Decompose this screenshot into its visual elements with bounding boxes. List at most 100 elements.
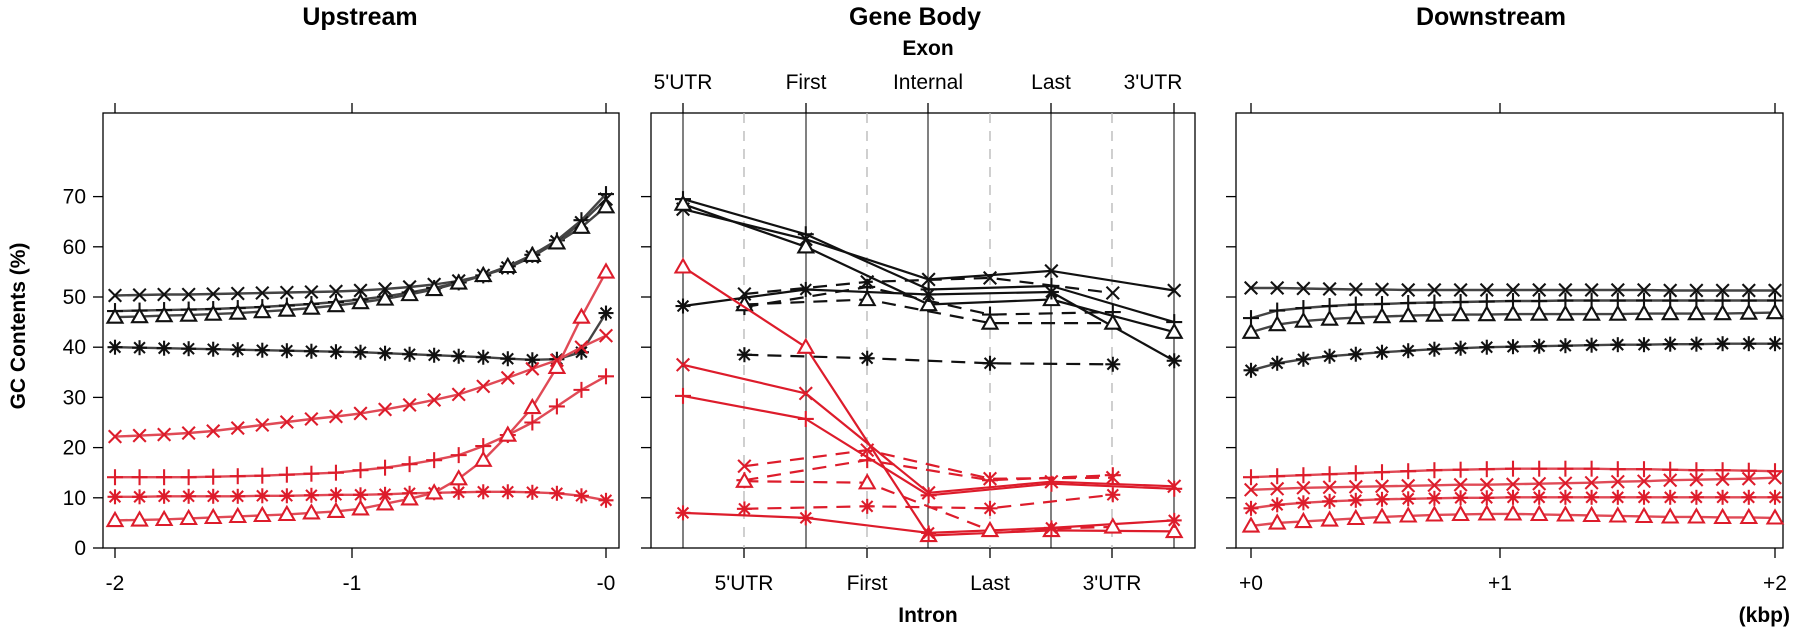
triangle-marker [1713, 507, 1732, 525]
triangle-marker [351, 292, 370, 310]
x-marker [598, 328, 614, 343]
plus-marker [107, 469, 123, 486]
triangle-marker [596, 197, 616, 214]
asterisk-marker [1741, 336, 1757, 352]
asterisk-marker [1426, 341, 1442, 357]
triangle-marker [857, 473, 877, 490]
asterisk-marker [328, 344, 344, 360]
x-marker [1296, 281, 1311, 296]
asterisk-marker [1636, 489, 1652, 505]
x-marker [1401, 282, 1416, 298]
plus-marker [920, 487, 937, 504]
asterisk-marker [1531, 338, 1547, 354]
triangle-marker [1608, 506, 1628, 523]
triangle-marker [1267, 314, 1287, 332]
x-marker [1505, 477, 1521, 492]
asterisk-marker [475, 349, 491, 365]
intron-axis-title: Intron [898, 604, 957, 627]
plus-marker [1505, 460, 1521, 477]
x-marker [1663, 283, 1678, 298]
triangle-marker [1103, 313, 1123, 330]
triangle-marker [796, 337, 816, 354]
y-tick-label: 0 [74, 537, 86, 560]
asterisk-marker [475, 484, 491, 500]
series-red-asterisk-dashed [736, 487, 1121, 517]
plus-marker [1374, 464, 1390, 481]
x-marker [107, 429, 123, 444]
plus-marker [352, 462, 369, 479]
series-red-x [107, 328, 614, 444]
asterisk-marker [1295, 495, 1311, 511]
asterisk-marker [402, 346, 418, 362]
asterisk-marker [1531, 489, 1547, 505]
triangle-marker [302, 503, 321, 520]
asterisk-marker [1426, 490, 1442, 506]
plus-marker [401, 456, 418, 473]
asterisk-marker [1479, 339, 1495, 355]
x-marker [1636, 282, 1652, 298]
asterisk-marker [921, 525, 937, 541]
asterisk-marker [736, 501, 752, 517]
plus-marker [573, 381, 590, 398]
asterisk-marker [1557, 338, 1573, 354]
plus-marker [131, 469, 148, 486]
downstream-panel-title: Downstream [1416, 3, 1566, 31]
asterisk-marker [798, 510, 814, 526]
series-black-asterisk [107, 305, 614, 368]
asterisk-marker [1105, 356, 1121, 372]
asterisk-marker [598, 492, 614, 508]
x-marker [1296, 480, 1311, 495]
triangle-marker [375, 289, 395, 306]
triangle-marker [1608, 304, 1628, 321]
exon-tick-label: First [786, 71, 827, 94]
triangle-marker [302, 298, 321, 315]
triangle-marker [375, 494, 395, 511]
triangle-marker [498, 425, 518, 442]
triangle-marker [919, 294, 938, 312]
triangle-marker [1372, 507, 1392, 524]
x-marker [1584, 475, 1599, 490]
triangle-marker [980, 313, 1000, 330]
asterisk-marker [982, 355, 998, 371]
exon-tick-label: 5'UTR [654, 71, 713, 94]
asterisk-marker [1322, 493, 1338, 509]
plus-marker [303, 465, 320, 482]
plus-marker [1662, 461, 1679, 478]
asterisk-marker [1479, 490, 1495, 506]
asterisk-marker [1662, 336, 1678, 352]
asterisk-marker [353, 344, 368, 360]
triangle-marker [154, 305, 174, 323]
x-marker [157, 427, 172, 442]
x-tick-label: -0 [597, 572, 616, 595]
triangle-marker [1660, 507, 1680, 524]
plus-marker [859, 452, 876, 469]
triangle-marker [473, 450, 493, 467]
triangle-marker [1372, 306, 1392, 324]
plus-marker [1714, 462, 1731, 479]
x-marker [1374, 479, 1390, 494]
asterisk-marker [859, 498, 875, 514]
x-marker [181, 287, 196, 302]
triangle-marker [449, 273, 469, 290]
asterisk-marker [156, 488, 172, 504]
x-marker [1505, 282, 1521, 298]
triangle-marker [1765, 302, 1785, 320]
asterisk-marker [254, 342, 270, 358]
asterisk-marker [1688, 336, 1704, 352]
asterisk-marker [426, 347, 442, 363]
asterisk-marker [1269, 355, 1285, 371]
x-marker [1044, 263, 1059, 278]
asterisk-marker [451, 348, 467, 364]
series-red-triangle [105, 262, 616, 528]
asterisk-marker [1715, 336, 1731, 352]
y-tick-label: 40 [63, 336, 86, 359]
asterisk-marker [181, 488, 197, 504]
plus-marker [278, 466, 295, 483]
intron-tick-label: 5'UTR [715, 572, 774, 595]
series-black-x [1243, 280, 1783, 298]
triangle-marker [735, 471, 754, 488]
y-tick-label: 10 [63, 487, 86, 510]
asterisk-marker [1610, 489, 1626, 505]
triangle-marker [1241, 516, 1261, 533]
x-marker [1558, 476, 1573, 491]
